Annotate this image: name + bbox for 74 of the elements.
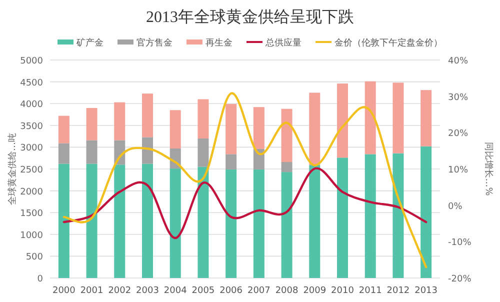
bar — [226, 154, 237, 170]
bar — [253, 169, 264, 278]
bar — [142, 137, 153, 164]
y-tick-label: 1500 — [20, 209, 44, 220]
legend-label: 官方售金 — [136, 38, 172, 48]
bar — [114, 102, 126, 140]
y2-tick-label: -20% — [448, 274, 472, 284]
bar — [86, 108, 98, 140]
x-tick-label: 2006 — [220, 286, 243, 296]
x-tick-label: 2005 — [192, 286, 215, 296]
y-tick-label: 4000 — [20, 100, 44, 110]
bar — [58, 164, 70, 278]
y2-tick-label: -10% — [448, 238, 472, 248]
bar — [392, 153, 404, 278]
y-tick-label: 2000 — [20, 187, 44, 198]
x-tick-label: 2007 — [247, 286, 270, 296]
x-tick-label: 2012 — [386, 286, 410, 296]
bar — [337, 84, 348, 158]
bar — [281, 108, 292, 162]
y2-tick-label: 10% — [448, 166, 468, 176]
bar — [226, 104, 237, 154]
y-tick-label: 4500 — [20, 78, 44, 88]
y-tick-label: 3000 — [20, 144, 44, 154]
x-tick-label: 2001 — [80, 286, 104, 296]
y2-tick-label: 0% — [448, 202, 463, 212]
x-tick-label: 2013 — [414, 286, 438, 296]
y-tick-label: 1000 — [20, 230, 44, 241]
bar — [198, 138, 209, 167]
bar — [86, 164, 98, 278]
bar — [281, 172, 292, 278]
bar — [420, 90, 432, 146]
y2-tick-label: 20% — [448, 129, 468, 140]
legend-label: 金价（伦敦下午定盘金价） — [334, 38, 442, 48]
y2-tick-label: 30% — [448, 92, 468, 103]
y-tick-label: 500 — [26, 252, 44, 263]
y2-axis-title: 同比增长…% — [483, 142, 494, 196]
x-tick-label: 2002 — [108, 286, 132, 296]
bar — [86, 140, 98, 164]
bar — [58, 116, 70, 144]
y-tick-label: 0 — [37, 274, 44, 284]
bar — [364, 154, 376, 278]
bar — [170, 168, 181, 278]
bar — [142, 94, 153, 138]
y2-tick-label: 40% — [448, 56, 468, 66]
x-tick-label: 2008 — [275, 286, 299, 296]
chart-title: 2013年全球黄金供给呈现下跌 — [146, 8, 354, 26]
bar — [309, 92, 320, 166]
legend-label: 再生金 — [206, 38, 232, 48]
bar — [142, 164, 153, 278]
bar — [198, 99, 209, 138]
bar — [420, 146, 432, 278]
x-tick-label: 2004 — [164, 286, 188, 296]
bar — [58, 143, 70, 164]
legend-label: 矿产金 — [76, 38, 104, 48]
y-axis-title: 全球黄金供给…吨 — [7, 133, 18, 205]
bar — [281, 162, 292, 172]
bar — [226, 169, 237, 278]
bar — [337, 158, 348, 278]
y-tick-label: 3500 — [20, 122, 44, 132]
bar — [198, 166, 209, 278]
bar — [170, 110, 181, 149]
y-tick-label: 2500 — [20, 166, 44, 176]
bar — [392, 82, 404, 154]
bar — [253, 107, 264, 149]
x-tick-label: 2009 — [303, 286, 326, 296]
x-tick-label: 2011 — [358, 286, 382, 296]
legend-label: 总供应量 — [264, 38, 302, 48]
bar — [309, 165, 320, 278]
x-tick-label: 2000 — [52, 286, 76, 296]
x-tick-label: 2010 — [331, 286, 354, 296]
bar — [114, 164, 126, 278]
bar — [364, 81, 376, 154]
y-tick-label: 5000 — [20, 56, 44, 66]
x-tick-label: 2003 — [136, 286, 159, 296]
